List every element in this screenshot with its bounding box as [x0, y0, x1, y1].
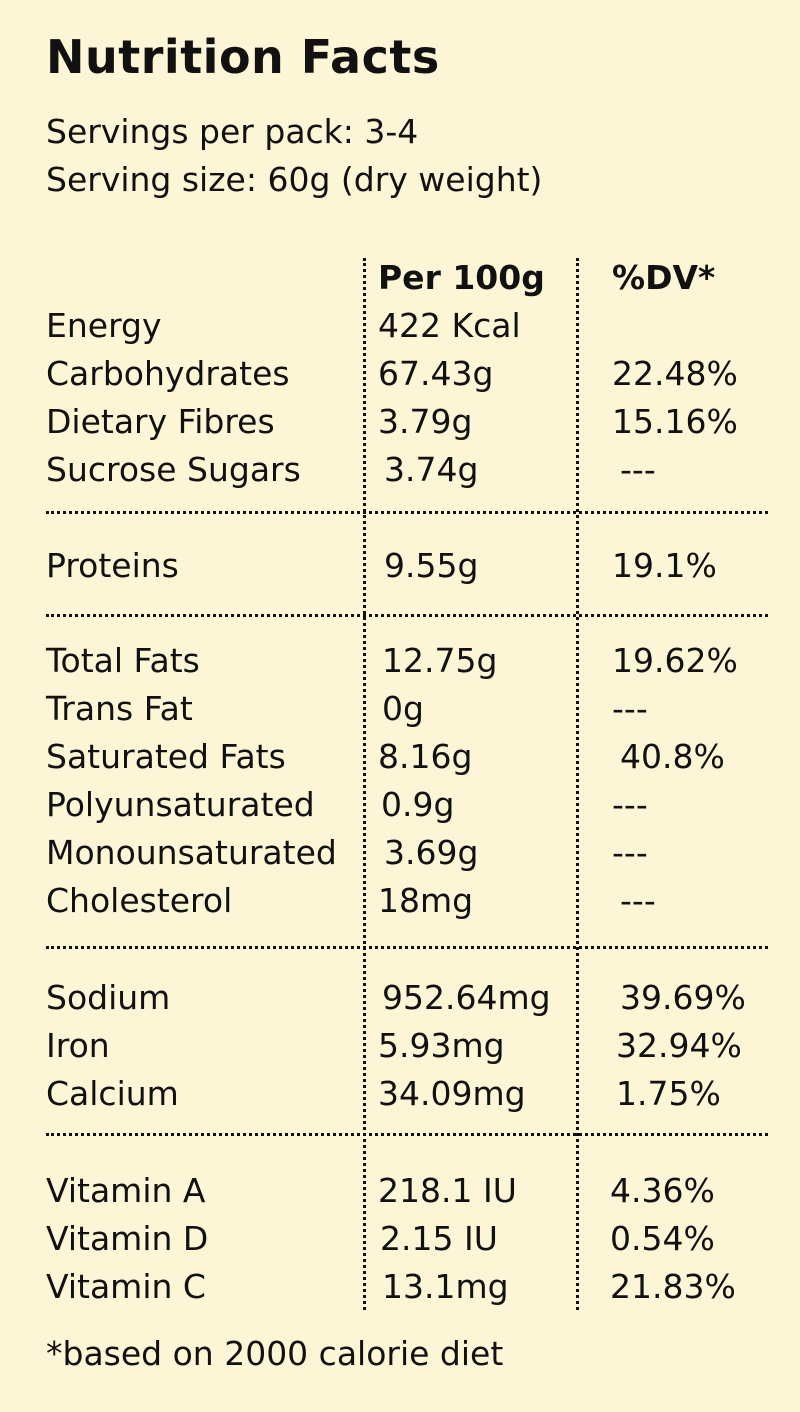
- servings-per-pack: Servings per pack: 3-4: [46, 112, 419, 151]
- row-name: Total Fats: [46, 641, 200, 680]
- row-percent-dv: ---: [612, 689, 648, 728]
- row-percent-dv: 32.94%: [616, 1026, 742, 1065]
- row-name: Vitamin D: [46, 1219, 209, 1258]
- row-percent-dv: 21.83%: [610, 1267, 736, 1306]
- row-per-100g: 13.1mg: [382, 1267, 509, 1306]
- serving-size: Serving size: 60g (dry weight): [46, 160, 543, 199]
- section-divider: [46, 946, 768, 949]
- row-percent-dv: 22.48%: [612, 354, 738, 393]
- row-per-100g: 3.69g: [384, 833, 479, 872]
- section-divider: [46, 511, 768, 514]
- row-per-100g: 9.55g: [384, 546, 479, 585]
- row-per-100g: 3.74g: [384, 450, 479, 489]
- row-percent-dv: 39.69%: [620, 978, 746, 1017]
- row-name: Dietary Fibres: [46, 402, 275, 441]
- row-name: Monounsaturated: [46, 833, 337, 872]
- row-percent-dv: 15.16%: [612, 402, 738, 441]
- row-percent-dv: 4.36%: [610, 1171, 715, 1210]
- row-per-100g: 2.15 IU: [380, 1219, 498, 1258]
- row-name: Calcium: [46, 1074, 179, 1113]
- row-name: Cholesterol: [46, 881, 233, 920]
- footnote: *based on 2000 calorie diet: [46, 1334, 504, 1373]
- row-name: Vitamin C: [46, 1267, 206, 1306]
- row-name: Saturated Fats: [46, 737, 286, 776]
- row-per-100g: 952.64mg: [382, 978, 551, 1017]
- row-per-100g: 18mg: [378, 881, 474, 920]
- row-name: Iron: [46, 1026, 110, 1065]
- section-divider: [46, 614, 768, 617]
- column-divider-left: [363, 258, 366, 1310]
- row-percent-dv: ---: [620, 881, 656, 920]
- row-percent-dv: ---: [620, 450, 656, 489]
- row-percent-dv: ---: [612, 785, 648, 824]
- row-percent-dv: ---: [612, 833, 648, 872]
- row-per-100g: 3.79g: [378, 402, 473, 441]
- row-percent-dv: 1.75%: [616, 1074, 721, 1113]
- row-per-100g: 218.1 IU: [378, 1171, 517, 1210]
- row-per-100g: 67.43g: [378, 354, 494, 393]
- row-per-100g: 5.93mg: [378, 1026, 505, 1065]
- row-name: Vitamin A: [46, 1171, 206, 1210]
- row-per-100g: 422 Kcal: [378, 306, 521, 345]
- row-per-100g: 0.9g: [381, 785, 455, 824]
- row-per-100g: 8.16g: [378, 737, 473, 776]
- page-title: Nutrition Facts: [46, 30, 440, 84]
- row-per-100g: 34.09mg: [378, 1074, 526, 1113]
- row-name: Energy: [46, 306, 162, 345]
- column-divider-right: [576, 258, 579, 1310]
- row-per-100g: 12.75g: [382, 641, 498, 680]
- row-per-100g: 0g: [382, 689, 424, 728]
- row-percent-dv: 0.54%: [610, 1219, 715, 1258]
- row-name: Sodium: [46, 978, 171, 1017]
- row-name: Carbohydrates: [46, 354, 290, 393]
- row-percent-dv: 19.62%: [612, 641, 738, 680]
- row-percent-dv: 40.8%: [620, 737, 725, 776]
- section-divider: [46, 1133, 768, 1136]
- row-name: Proteins: [46, 546, 179, 585]
- row-percent-dv: 19.1%: [612, 546, 717, 585]
- row-name: Sucrose Sugars: [46, 450, 301, 489]
- header-percent-dv: %DV*: [612, 258, 716, 297]
- row-name: Polyunsaturated: [46, 785, 315, 824]
- header-per-100g: Per 100g: [378, 258, 545, 297]
- row-name: Trans Fat: [46, 689, 193, 728]
